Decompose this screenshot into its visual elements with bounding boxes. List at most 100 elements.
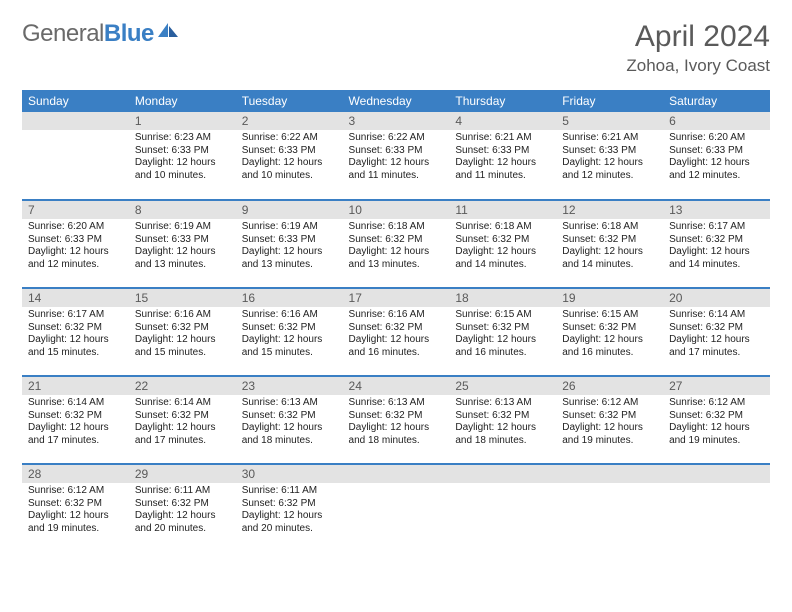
- day-number: 5: [556, 112, 663, 130]
- daylight-text: Daylight: 12 hours and 19 minutes.: [669, 422, 764, 447]
- sunset-text: Sunset: 6:32 PM: [242, 410, 337, 423]
- calendar-cell: 7Sunrise: 6:20 AMSunset: 6:33 PMDaylight…: [22, 200, 129, 288]
- daylight-text: Daylight: 12 hours and 20 minutes.: [135, 510, 230, 535]
- day-details: Sunrise: 6:15 AMSunset: 6:32 PMDaylight:…: [449, 307, 556, 363]
- sunrise-text: Sunrise: 6:11 AM: [242, 485, 337, 498]
- sunset-text: Sunset: 6:32 PM: [242, 498, 337, 511]
- daylight-text: Daylight: 12 hours and 14 minutes.: [562, 246, 657, 271]
- sunrise-text: Sunrise: 6:12 AM: [562, 397, 657, 410]
- day-number: 3: [343, 112, 450, 130]
- sunset-text: Sunset: 6:32 PM: [669, 410, 764, 423]
- day-number: 18: [449, 289, 556, 307]
- calendar-cell: 26Sunrise: 6:12 AMSunset: 6:32 PMDayligh…: [556, 376, 663, 464]
- sunrise-text: Sunrise: 6:11 AM: [135, 485, 230, 498]
- sunrise-text: Sunrise: 6:23 AM: [135, 132, 230, 145]
- day-details: Sunrise: 6:19 AMSunset: 6:33 PMDaylight:…: [129, 219, 236, 275]
- month-title: April 2024: [626, 20, 770, 54]
- day-details: Sunrise: 6:16 AMSunset: 6:32 PMDaylight:…: [129, 307, 236, 363]
- calendar-cell: 18Sunrise: 6:15 AMSunset: 6:32 PMDayligh…: [449, 288, 556, 376]
- calendar-week-row: 28Sunrise: 6:12 AMSunset: 6:32 PMDayligh…: [22, 464, 770, 552]
- day-details: Sunrise: 6:11 AMSunset: 6:32 PMDaylight:…: [129, 483, 236, 539]
- sunset-text: Sunset: 6:33 PM: [135, 234, 230, 247]
- day-details: Sunrise: 6:12 AMSunset: 6:32 PMDaylight:…: [22, 483, 129, 539]
- calendar-cell: [556, 464, 663, 552]
- sunset-text: Sunset: 6:33 PM: [242, 145, 337, 158]
- sunrise-text: Sunrise: 6:22 AM: [349, 132, 444, 145]
- sunset-text: Sunset: 6:32 PM: [455, 322, 550, 335]
- daylight-text: Daylight: 12 hours and 17 minutes.: [669, 334, 764, 359]
- day-number: 28: [22, 465, 129, 483]
- day-number: 14: [22, 289, 129, 307]
- day-number: 7: [22, 201, 129, 219]
- day-details: Sunrise: 6:17 AMSunset: 6:32 PMDaylight:…: [663, 219, 770, 275]
- sunrise-text: Sunrise: 6:13 AM: [242, 397, 337, 410]
- day-details: Sunrise: 6:20 AMSunset: 6:33 PMDaylight:…: [22, 219, 129, 275]
- daylight-text: Daylight: 12 hours and 15 minutes.: [242, 334, 337, 359]
- calendar-cell: 24Sunrise: 6:13 AMSunset: 6:32 PMDayligh…: [343, 376, 450, 464]
- calendar-body: 1Sunrise: 6:23 AMSunset: 6:33 PMDaylight…: [22, 112, 770, 552]
- calendar-cell: 29Sunrise: 6:11 AMSunset: 6:32 PMDayligh…: [129, 464, 236, 552]
- day-details: Sunrise: 6:21 AMSunset: 6:33 PMDaylight:…: [556, 130, 663, 186]
- sunrise-text: Sunrise: 6:18 AM: [349, 221, 444, 234]
- calendar-table: Sunday Monday Tuesday Wednesday Thursday…: [22, 90, 770, 552]
- sunset-text: Sunset: 6:32 PM: [562, 410, 657, 423]
- sunrise-text: Sunrise: 6:14 AM: [28, 397, 123, 410]
- calendar-cell: 23Sunrise: 6:13 AMSunset: 6:32 PMDayligh…: [236, 376, 343, 464]
- daylight-text: Daylight: 12 hours and 16 minutes.: [349, 334, 444, 359]
- daylight-text: Daylight: 12 hours and 18 minutes.: [349, 422, 444, 447]
- sunset-text: Sunset: 6:32 PM: [28, 410, 123, 423]
- daylight-text: Daylight: 12 hours and 15 minutes.: [28, 334, 123, 359]
- day-number: 25: [449, 377, 556, 395]
- sunrise-text: Sunrise: 6:15 AM: [455, 309, 550, 322]
- daylight-text: Daylight: 12 hours and 14 minutes.: [669, 246, 764, 271]
- sunset-text: Sunset: 6:33 PM: [349, 145, 444, 158]
- calendar-cell: 12Sunrise: 6:18 AMSunset: 6:32 PMDayligh…: [556, 200, 663, 288]
- daylight-text: Daylight: 12 hours and 11 minutes.: [455, 157, 550, 182]
- sunrise-text: Sunrise: 6:18 AM: [562, 221, 657, 234]
- weekday-header: Thursday: [449, 90, 556, 112]
- calendar-cell: 19Sunrise: 6:15 AMSunset: 6:32 PMDayligh…: [556, 288, 663, 376]
- sunrise-text: Sunrise: 6:16 AM: [349, 309, 444, 322]
- day-details: Sunrise: 6:16 AMSunset: 6:32 PMDaylight:…: [236, 307, 343, 363]
- sunset-text: Sunset: 6:32 PM: [135, 410, 230, 423]
- calendar-cell: 1Sunrise: 6:23 AMSunset: 6:33 PMDaylight…: [129, 112, 236, 200]
- title-block: April 2024 Zohoa, Ivory Coast: [626, 20, 770, 76]
- daylight-text: Daylight: 12 hours and 12 minutes.: [669, 157, 764, 182]
- sunrise-text: Sunrise: 6:19 AM: [242, 221, 337, 234]
- calendar-cell: 13Sunrise: 6:17 AMSunset: 6:32 PMDayligh…: [663, 200, 770, 288]
- day-number: 22: [129, 377, 236, 395]
- day-details: Sunrise: 6:14 AMSunset: 6:32 PMDaylight:…: [22, 395, 129, 451]
- day-number: [663, 465, 770, 483]
- day-number: [22, 112, 129, 130]
- calendar-cell: 14Sunrise: 6:17 AMSunset: 6:32 PMDayligh…: [22, 288, 129, 376]
- daylight-text: Daylight: 12 hours and 14 minutes.: [455, 246, 550, 271]
- day-number: 26: [556, 377, 663, 395]
- sunrise-text: Sunrise: 6:13 AM: [455, 397, 550, 410]
- day-details: Sunrise: 6:12 AMSunset: 6:32 PMDaylight:…: [556, 395, 663, 451]
- sunrise-text: Sunrise: 6:20 AM: [28, 221, 123, 234]
- day-number: [449, 465, 556, 483]
- day-number: 4: [449, 112, 556, 130]
- day-number: 17: [343, 289, 450, 307]
- calendar-cell: 10Sunrise: 6:18 AMSunset: 6:32 PMDayligh…: [343, 200, 450, 288]
- daylight-text: Daylight: 12 hours and 16 minutes.: [562, 334, 657, 359]
- daylight-text: Daylight: 12 hours and 13 minutes.: [135, 246, 230, 271]
- day-number: 10: [343, 201, 450, 219]
- calendar-cell: [22, 112, 129, 200]
- sunset-text: Sunset: 6:32 PM: [669, 234, 764, 247]
- sunset-text: Sunset: 6:33 PM: [669, 145, 764, 158]
- daylight-text: Daylight: 12 hours and 18 minutes.: [455, 422, 550, 447]
- sunset-text: Sunset: 6:32 PM: [242, 322, 337, 335]
- calendar-week-row: 1Sunrise: 6:23 AMSunset: 6:33 PMDaylight…: [22, 112, 770, 200]
- calendar-cell: 28Sunrise: 6:12 AMSunset: 6:32 PMDayligh…: [22, 464, 129, 552]
- sunset-text: Sunset: 6:32 PM: [669, 322, 764, 335]
- day-number: 19: [556, 289, 663, 307]
- sunrise-text: Sunrise: 6:21 AM: [562, 132, 657, 145]
- calendar-cell: 22Sunrise: 6:14 AMSunset: 6:32 PMDayligh…: [129, 376, 236, 464]
- day-number: 23: [236, 377, 343, 395]
- sunset-text: Sunset: 6:32 PM: [562, 322, 657, 335]
- daylight-text: Daylight: 12 hours and 16 minutes.: [455, 334, 550, 359]
- daylight-text: Daylight: 12 hours and 13 minutes.: [349, 246, 444, 271]
- weekday-header-row: Sunday Monday Tuesday Wednesday Thursday…: [22, 90, 770, 112]
- weekday-header: Sunday: [22, 90, 129, 112]
